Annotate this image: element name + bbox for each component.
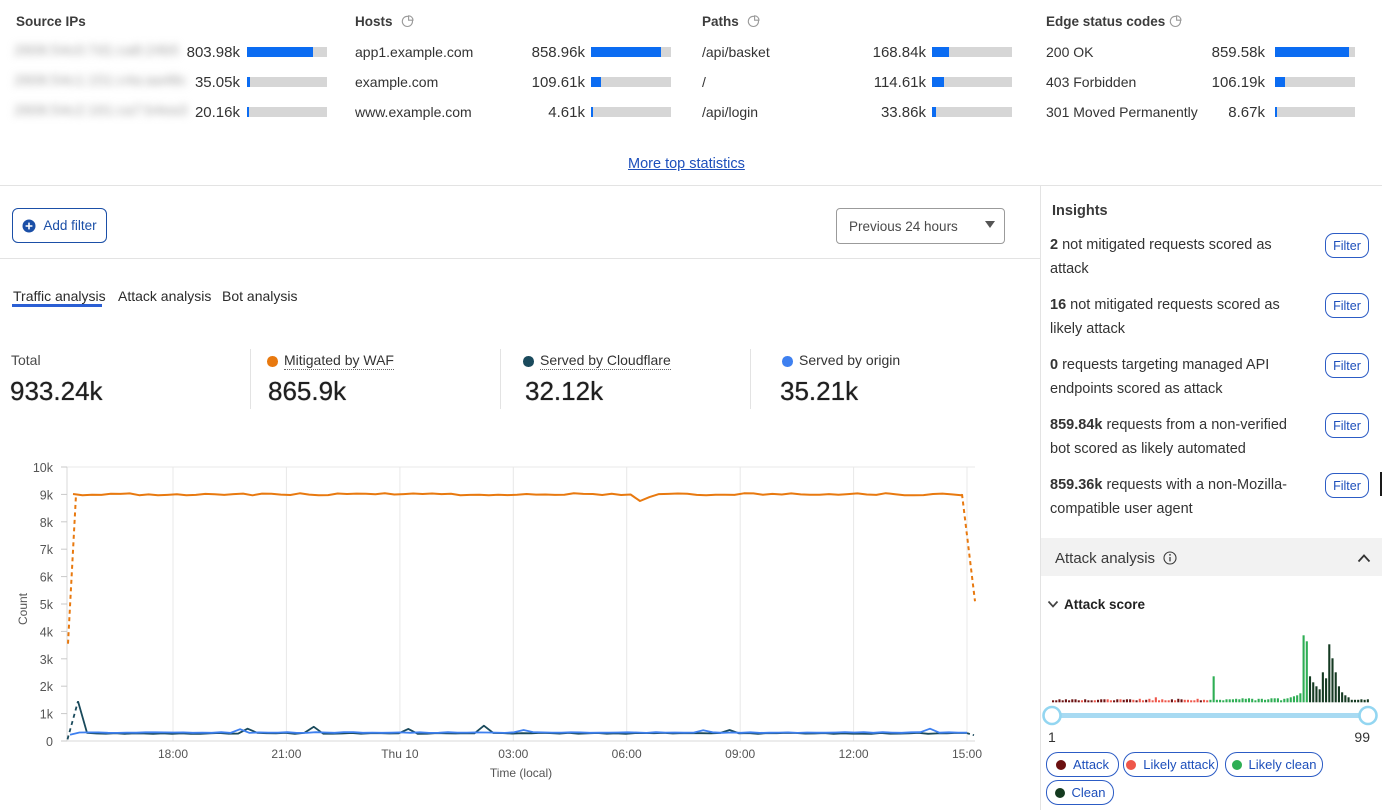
svg-text:2k: 2k	[40, 680, 54, 694]
svg-text:21:00: 21:00	[271, 747, 301, 761]
svg-text:4k: 4k	[40, 625, 54, 639]
svg-text:18:00: 18:00	[158, 747, 188, 761]
svg-text:Count: Count	[16, 592, 30, 625]
svg-text:1: 1	[1048, 729, 1056, 745]
svg-text:03:00: 03:00	[498, 747, 528, 761]
svg-text:1k: 1k	[40, 708, 54, 722]
svg-text:99: 99	[1354, 729, 1370, 745]
svg-text:06:00: 06:00	[612, 747, 642, 761]
svg-text:0: 0	[46, 735, 53, 749]
svg-text:9k: 9k	[40, 488, 54, 502]
svg-text:6k: 6k	[40, 571, 54, 585]
svg-text:09:00: 09:00	[725, 747, 755, 761]
svg-text:10k: 10k	[33, 461, 54, 475]
svg-text:Time (local): Time (local)	[490, 766, 552, 780]
svg-text:12:00: 12:00	[839, 747, 869, 761]
svg-text:15:00: 15:00	[952, 747, 982, 761]
svg-text:7k: 7k	[40, 543, 54, 557]
svg-text:Thu 10: Thu 10	[381, 747, 419, 761]
svg-text:5k: 5k	[40, 598, 54, 612]
svg-text:8k: 8k	[40, 516, 54, 530]
svg-text:3k: 3k	[40, 653, 54, 667]
